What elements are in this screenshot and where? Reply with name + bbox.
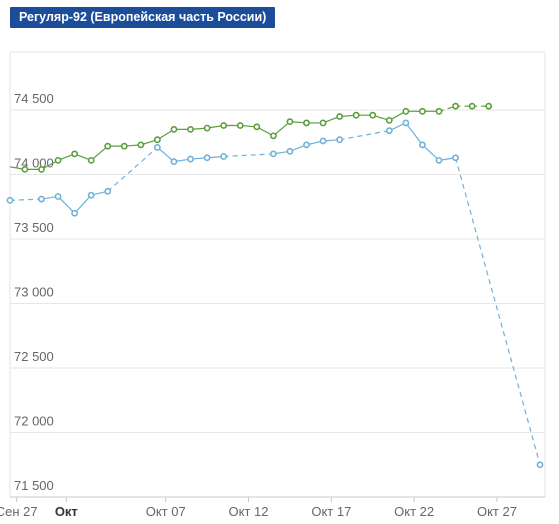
data-point[interactable] (336, 136, 344, 144)
series-segment (454, 157, 541, 465)
x-tick-label: Окт 22 (394, 504, 434, 519)
y-tick-label: 72 000 (14, 414, 54, 429)
data-point[interactable] (54, 193, 62, 200)
series-segment (223, 153, 274, 158)
data-point[interactable] (286, 118, 294, 126)
data-point[interactable] (104, 187, 112, 195)
data-point[interactable] (435, 107, 443, 115)
x-tick-label: Окт (55, 504, 78, 519)
data-point[interactable] (71, 150, 78, 158)
data-point[interactable] (419, 141, 426, 149)
data-point[interactable] (402, 119, 410, 127)
data-point[interactable] (203, 154, 211, 162)
data-point[interactable] (187, 125, 194, 133)
data-point[interactable] (468, 102, 476, 110)
x-axis: Сен 27 Окт Окт 07 Окт 12 Окт 17 Окт 22 Окт 27 (0, 496, 545, 519)
data-point[interactable] (6, 196, 14, 204)
data-point[interactable] (203, 124, 211, 132)
y-tick-label: 71 500 (14, 478, 54, 493)
data-point[interactable] (319, 119, 327, 127)
data-point[interactable] (253, 123, 261, 131)
data-point[interactable] (38, 165, 45, 173)
data-point[interactable] (104, 142, 112, 150)
series-segment (57, 196, 76, 214)
data-point[interactable] (220, 122, 228, 129)
x-tick-label: Сен 27 (0, 504, 38, 519)
data-point[interactable] (154, 136, 161, 144)
data-point[interactable] (352, 111, 360, 119)
data-point[interactable] (369, 111, 377, 119)
y-tick-label: 73 000 (14, 285, 54, 300)
data-point[interactable] (385, 116, 393, 124)
data-point[interactable] (220, 153, 228, 160)
series-segment (9, 198, 42, 201)
data-point[interactable] (336, 113, 344, 120)
data-point[interactable] (402, 107, 410, 115)
y-tick-label: 73 500 (14, 220, 54, 235)
y-tick-label: 74 500 (14, 91, 54, 106)
data-point[interactable] (303, 119, 310, 127)
series-segment (405, 122, 423, 146)
x-tick-label: Окт 07 (146, 504, 186, 519)
data-point[interactable] (38, 195, 45, 203)
data-point[interactable] (452, 102, 459, 110)
data-point[interactable] (170, 125, 178, 133)
data-point[interactable] (87, 191, 95, 199)
data-point[interactable] (269, 150, 277, 158)
data-point[interactable] (435, 156, 443, 164)
series-markers (6, 102, 544, 469)
x-tick-label: Окт 17 (311, 504, 351, 519)
data-point[interactable] (120, 142, 128, 150)
y-tick-label: 72 500 (14, 349, 54, 364)
data-point[interactable] (303, 141, 310, 149)
series-segment (90, 145, 109, 161)
x-tick-label: Окт 27 (477, 504, 517, 519)
data-point[interactable] (236, 122, 244, 129)
data-point[interactable] (87, 156, 95, 164)
series-segment (339, 130, 390, 141)
series-segment (157, 146, 175, 163)
chart-title: Регуляр-92 (Европейская часть России) (10, 7, 276, 28)
data-point[interactable] (21, 165, 29, 173)
series-segment (107, 146, 158, 192)
data-point[interactable] (385, 127, 393, 135)
data-point[interactable] (71, 209, 78, 217)
x-tick-label: Окт 12 (229, 504, 269, 519)
data-point[interactable] (452, 154, 459, 162)
data-point[interactable] (419, 107, 426, 115)
data-point[interactable] (485, 102, 493, 110)
series-segment (422, 144, 440, 161)
data-point[interactable] (154, 144, 161, 151)
data-point[interactable] (187, 155, 194, 163)
data-point[interactable] (286, 147, 294, 155)
data-point[interactable] (54, 156, 62, 164)
series-segment (272, 121, 291, 137)
data-point[interactable] (137, 141, 145, 149)
data-point[interactable] (319, 137, 327, 145)
data-point[interactable] (536, 461, 544, 469)
data-point[interactable] (170, 158, 178, 166)
data-point[interactable] (269, 132, 277, 140)
series-segment (74, 194, 92, 214)
grid-lines (9, 51, 546, 498)
